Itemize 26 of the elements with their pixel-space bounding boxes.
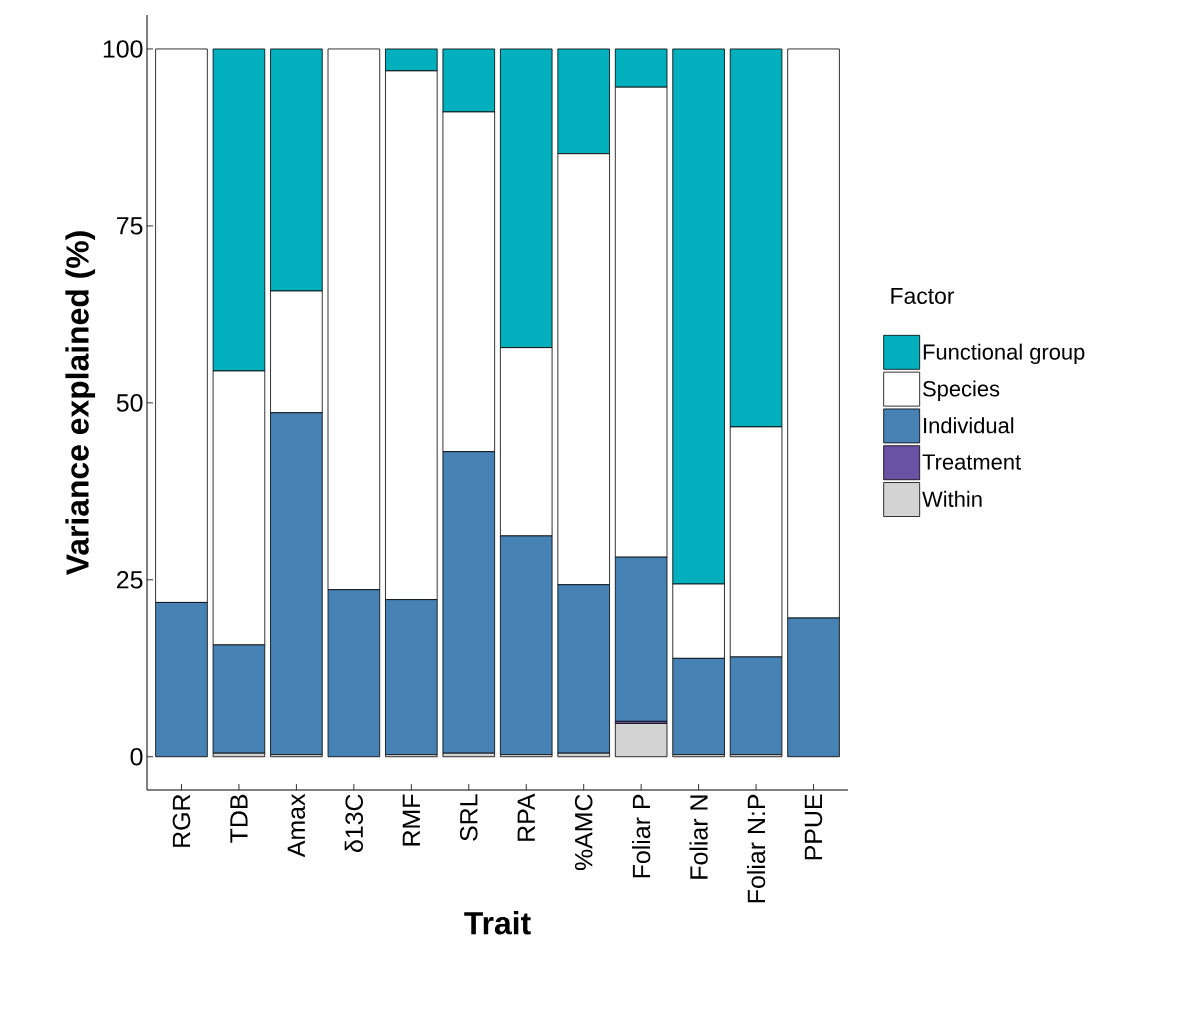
y-tick-label: 75 [117,217,143,235]
y-tick-label: 0 [130,747,143,766]
y-axis-title: Variance explained (%) [65,231,96,576]
x-tick-label: PPUE [804,794,823,860]
x-tick-label: RPA [517,793,535,841]
y-tick-label: 100 [103,40,143,58]
y-tick-label: 50 [116,394,143,412]
x-tick-label: Foliar N:P [746,794,766,903]
legend-label: Functional group [923,343,1085,365]
x-tick-label: Amax [287,793,306,858]
legend-label: Treatment [922,454,1021,470]
x-tick-label: RGR [172,794,191,847]
x-tick-label: Foliar N [689,795,708,879]
x-tick-label: Foliar P [632,794,651,878]
legend-label: Individual [924,417,1014,434]
legend-label: Within [922,490,982,507]
x-tick-label: δ13C [344,794,364,853]
x-tick-label: RMF [402,794,420,846]
y-tick-label: 25 [117,570,143,589]
bar [614,723,668,758]
x-axis-title: Trait [464,911,531,935]
x-tick-label: TDB [230,794,248,843]
x-tick-label: SRL [459,794,478,841]
x-tick-label: %AMC [574,794,593,871]
legend-title: Factor [891,288,955,304]
legend-label: Species [923,380,1000,401]
